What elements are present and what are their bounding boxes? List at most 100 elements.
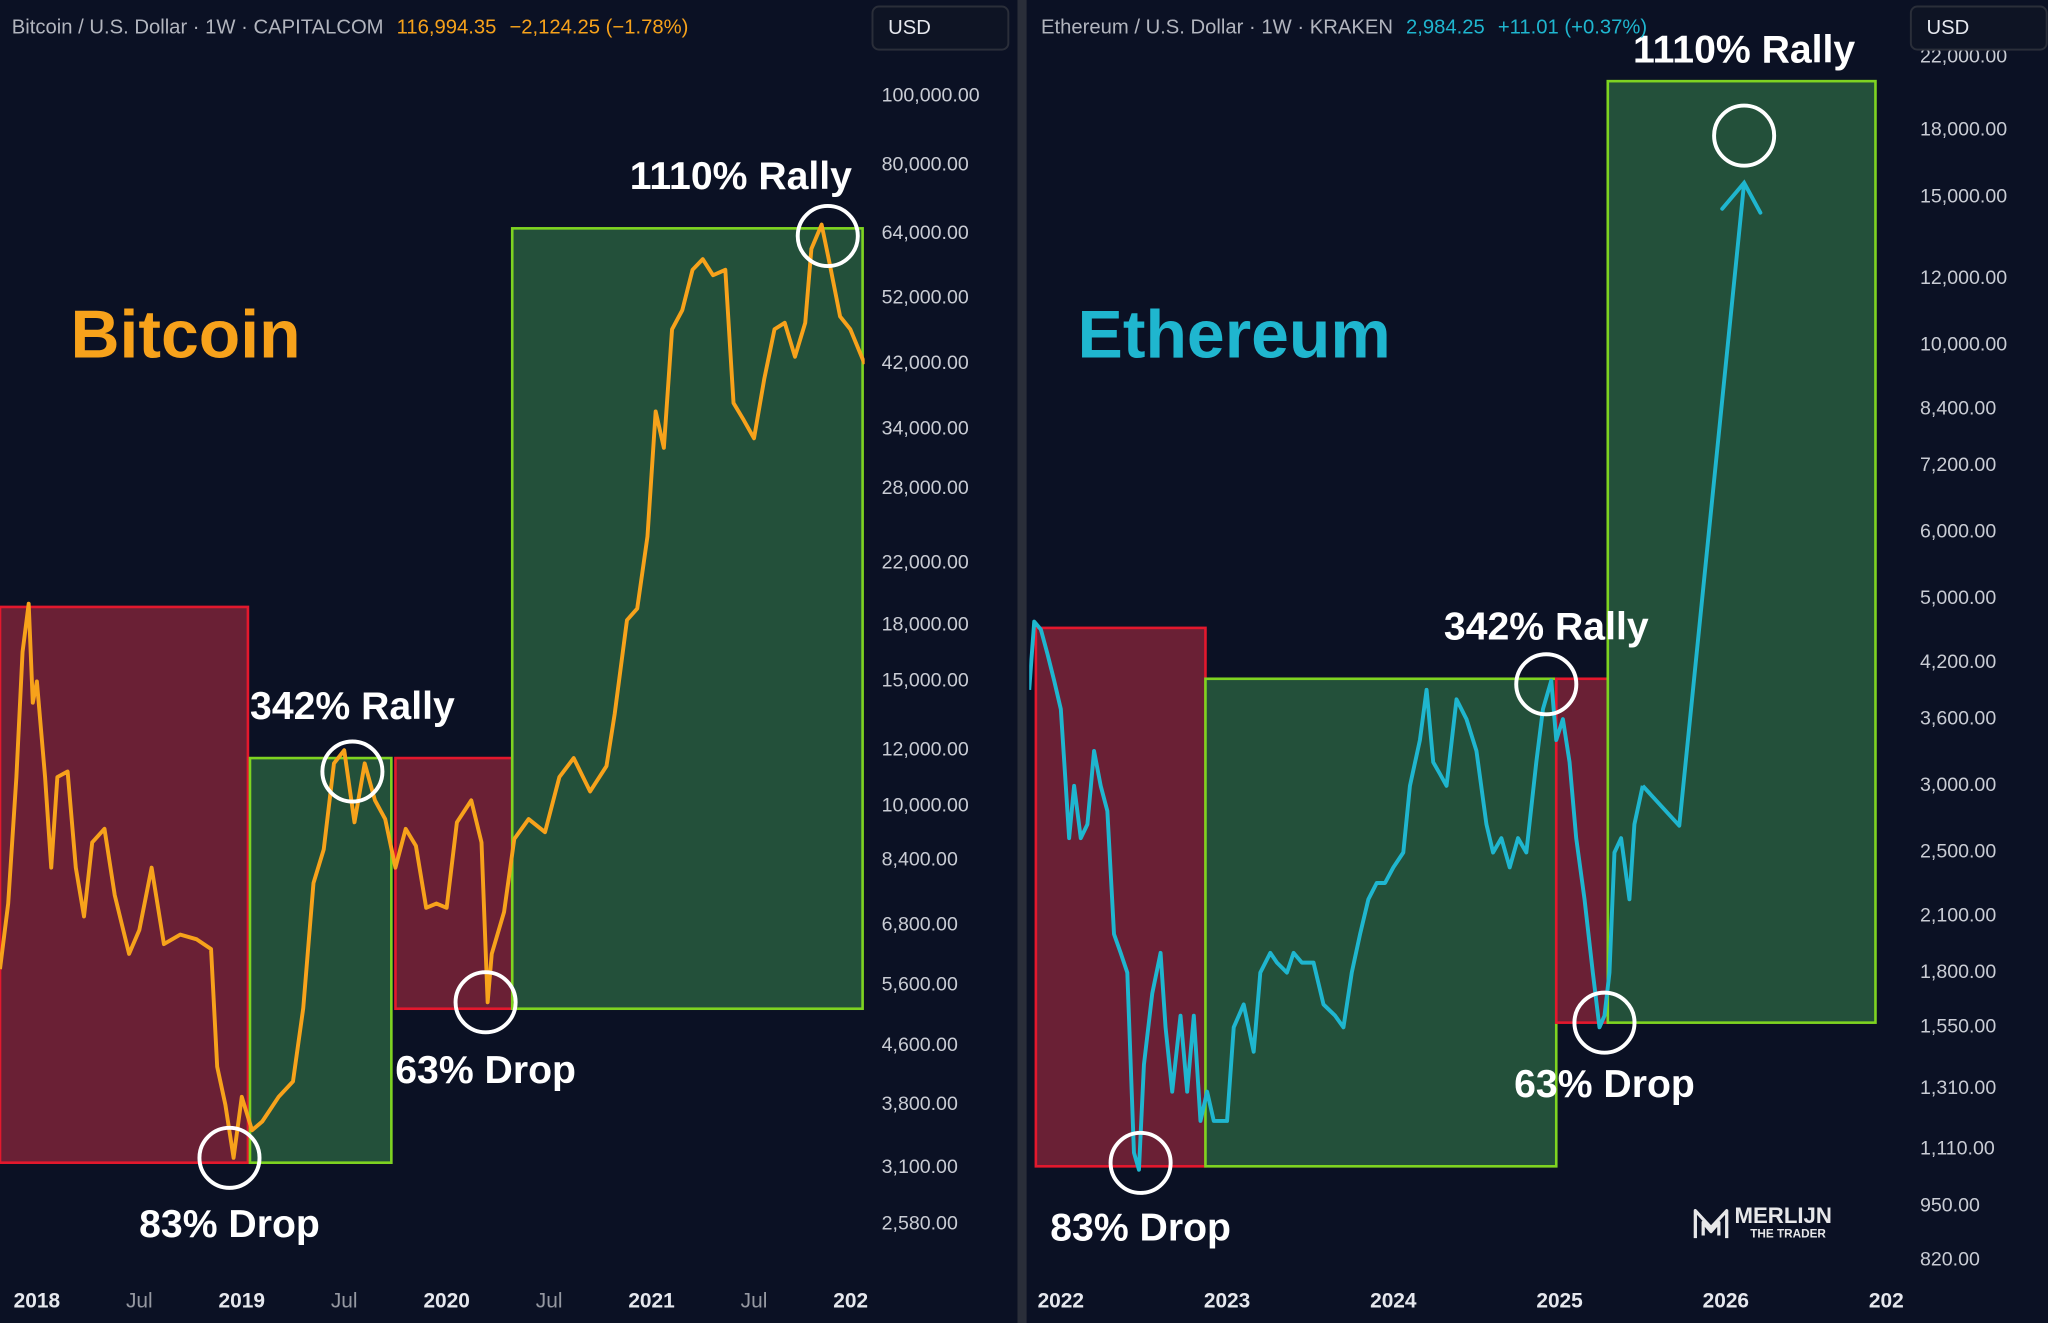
x-tick-label: 2027 <box>1869 1290 1915 1313</box>
highlight-circle <box>320 739 385 804</box>
highlight-circle <box>795 204 860 269</box>
y-tick-label: 22,000.00 <box>882 552 969 574</box>
y-tick-label: 950.00 <box>1920 1195 1980 1217</box>
highlight-circle <box>1572 990 1637 1055</box>
x-tick-label: 2026 <box>1703 1290 1749 1313</box>
watermark-name: MERLIJN <box>1735 1203 1832 1228</box>
zone-box <box>394 756 514 1011</box>
y-tick-label: 1,800.00 <box>1920 961 1996 983</box>
x-tick-label: 2025 <box>1536 1290 1583 1313</box>
x-tick-label: Jul <box>536 1290 563 1313</box>
y-tick-label: 1,310.00 <box>1920 1077 1996 1099</box>
y-tick-label: 820.00 <box>1920 1248 1980 1270</box>
x-tick-label: 2018 <box>14 1290 60 1313</box>
y-tick-label: 18,000.00 <box>882 613 969 635</box>
x-tick-label: 2020 <box>423 1290 469 1313</box>
y-tick-label: 42,000.00 <box>882 352 969 374</box>
price-line <box>1029 619 1645 1172</box>
x-tick-label: 2022 <box>833 1290 879 1313</box>
y-tick-label: 6,000.00 <box>1920 520 1996 542</box>
x-tick-label: 2023 <box>1204 1290 1250 1313</box>
zone-box <box>1034 626 1207 1168</box>
y-tick-label: 4,200.00 <box>1920 651 1996 673</box>
zone-label: 83% Drop <box>139 1203 320 1246</box>
y-tick-label: 5,600.00 <box>882 973 958 995</box>
y-tick-label: 64,000.00 <box>882 222 969 244</box>
x-axis: 2022 2023 2024 2025 2026 2027 <box>1038 1290 1915 1313</box>
zone-label: 63% Drop <box>1514 1063 1695 1106</box>
highlight-circle <box>1514 652 1579 717</box>
chart-header: Ethereum / U.S. Dollar · 1W · KRAKEN 2,98… <box>1041 17 1647 39</box>
asset-label: Bitcoin <box>71 298 301 373</box>
plot-area: Ethereum 83% Drop 342% Rally 63% Drop 1110% … <box>1029 29 1877 1250</box>
x-tick-label: 2021 <box>628 1290 675 1313</box>
price-change: −2,124.25 (−1.78%) <box>509 17 688 39</box>
y-tick-label: 52,000.00 <box>882 286 969 308</box>
price-line <box>0 222 865 1160</box>
y-tick-label: 10,000.00 <box>882 795 969 817</box>
symbol-title: Bitcoin / U.S. Dollar · 1W · CAPITALCOM <box>12 17 384 39</box>
y-tick-label: 1,550.00 <box>1920 1016 1996 1038</box>
y-tick-label: 3,600.00 <box>1920 707 1996 729</box>
symbol-title: Ethereum / U.S. Dollar · 1W · KRAKEN <box>1041 17 1393 39</box>
currency-label: USD <box>1927 17 1970 39</box>
asset-label: Ethereum <box>1078 298 1391 373</box>
zone-label: 342% Rally <box>1444 605 1649 648</box>
zone-box <box>0 605 250 1164</box>
zone-label: 1110% Rally <box>1633 29 1855 72</box>
y-tick-label: 3,000.00 <box>1920 774 1996 796</box>
x-tick-label: Jul <box>126 1290 153 1313</box>
chart-header: Bitcoin / U.S. Dollar · 1W · CAPITALCOM 1… <box>12 17 689 39</box>
y-tick-label: 80,000.00 <box>882 153 969 175</box>
highlight-circle <box>1108 1130 1173 1195</box>
price-change: +11.01 (+0.37%) <box>1498 17 1647 39</box>
currency-box <box>1909 5 2048 51</box>
zone-label: 63% Drop <box>395 1049 576 1092</box>
x-tick-label: 2022 <box>1038 1290 1084 1313</box>
arrow-head <box>1720 179 1763 215</box>
panel-divider <box>1017 0 1027 1323</box>
y-tick-label: 15,000.00 <box>1920 185 2007 207</box>
y-tick-label: 10,000.00 <box>1920 334 2007 356</box>
y-tick-label: 3,100.00 <box>882 1156 958 1178</box>
y-tick-label: 18,000.00 <box>1920 119 2007 141</box>
y-tick-label: 1,110.00 <box>1920 1138 1995 1160</box>
zone-box <box>248 756 393 1164</box>
watermark-tagline: THE TRADER <box>1750 1227 1826 1240</box>
y-tick-label: 3,800.00 <box>882 1093 958 1115</box>
zone-box <box>510 227 864 1011</box>
currency-label: USD <box>888 17 931 39</box>
y-tick-label: 5,000.00 <box>1920 587 1996 609</box>
highlight-circle <box>453 970 518 1035</box>
zone-box <box>1606 79 1877 1024</box>
y-tick-label: 12,000.00 <box>1920 267 2007 289</box>
y-tick-label: 2,100.00 <box>1920 904 1996 926</box>
last-price: 116,994.35 <box>397 17 497 39</box>
x-tick-label: Jul <box>741 1290 768 1313</box>
y-tick-label: 8,400.00 <box>882 848 958 870</box>
zone-label: 1110% Rally <box>630 155 852 198</box>
y-tick-label: 7,200.00 <box>1920 454 1996 476</box>
x-tick-label: 2019 <box>219 1290 265 1313</box>
y-tick-label: 2,500.00 <box>1920 841 1996 863</box>
highlight-circle <box>1712 103 1777 168</box>
zone-box <box>1204 677 1558 1168</box>
x-tick-label: 2024 <box>1370 1290 1417 1313</box>
y-tick-label: 100,000.00 <box>882 85 980 107</box>
x-tick-label: Jul <box>331 1290 358 1313</box>
zone-label: 83% Drop <box>1050 1207 1231 1250</box>
y-tick-label: 22,000.00 <box>1920 45 2007 67</box>
y-tick-label: 2,580.00 <box>882 1212 958 1234</box>
highlight-circle <box>197 1125 262 1190</box>
y-tick-label: 15,000.00 <box>882 670 969 692</box>
projection-line <box>1641 182 1747 828</box>
y-tick-label: 28,000.00 <box>882 477 969 499</box>
currency-box <box>871 5 1010 51</box>
y-tick-label: 34,000.00 <box>882 417 969 439</box>
zone-label: 342% Rally <box>250 685 455 728</box>
y-tick-label: 4,600.00 <box>882 1034 958 1056</box>
x-axis: 2018 Jul 2019 Jul 2020 Jul 2021 Jul 2022 <box>14 1290 879 1313</box>
